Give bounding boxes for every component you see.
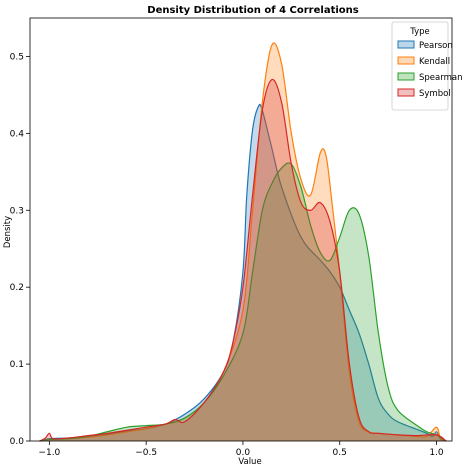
density-area-spearman bbox=[39, 162, 447, 441]
legend-label-pearson: Pearson bbox=[419, 41, 453, 51]
x-axis-label: Value bbox=[238, 457, 261, 467]
x-tick-label: 0.0 bbox=[236, 448, 251, 458]
legend-swatch-pearson bbox=[397, 40, 415, 49]
x-axis: −1.0 −0.5 0.0 0.5 1.0 bbox=[38, 441, 444, 458]
legend-swatch-spearman bbox=[397, 72, 415, 81]
y-axis: 0.0 0.1 0.2 0.3 0.4 0.5 bbox=[10, 52, 30, 447]
y-tick-label: 0.4 bbox=[10, 129, 25, 139]
y-tick-label: 0.3 bbox=[10, 206, 24, 216]
y-axis-label: Density bbox=[3, 216, 13, 248]
chart-title: Density Distribution of 4 Correlations bbox=[147, 5, 359, 16]
y-tick-label: 0.0 bbox=[10, 437, 25, 447]
x-tick-label: −0.5 bbox=[135, 448, 157, 458]
x-tick-label: −1.0 bbox=[38, 448, 60, 458]
x-tick-label: 1.0 bbox=[429, 448, 444, 458]
legend-label-spearman: Spearman bbox=[419, 73, 462, 83]
y-tick-label: 0.5 bbox=[10, 52, 24, 62]
legend-label-kendall: Kendall bbox=[419, 57, 450, 67]
legend: Type Pearson Kendall Spearman Symbol bbox=[391, 21, 462, 111]
y-tick-label: 0.2 bbox=[10, 283, 24, 293]
density-area-kendall bbox=[39, 43, 447, 441]
density-area-symbol bbox=[39, 79, 447, 442]
legend-box bbox=[391, 21, 449, 111]
plot-area bbox=[39, 42, 447, 442]
legend-swatch-symbol bbox=[397, 88, 415, 97]
legend-swatch-kendall bbox=[397, 56, 415, 65]
legend-label-symbol: Symbol bbox=[419, 89, 451, 99]
plot-frame bbox=[29, 17, 453, 442]
legend-title: Type bbox=[409, 27, 430, 37]
density-line-symbol bbox=[39, 78, 447, 442]
x-tick-label: 0.5 bbox=[333, 448, 347, 458]
y-tick-label: 0.1 bbox=[10, 360, 24, 370]
